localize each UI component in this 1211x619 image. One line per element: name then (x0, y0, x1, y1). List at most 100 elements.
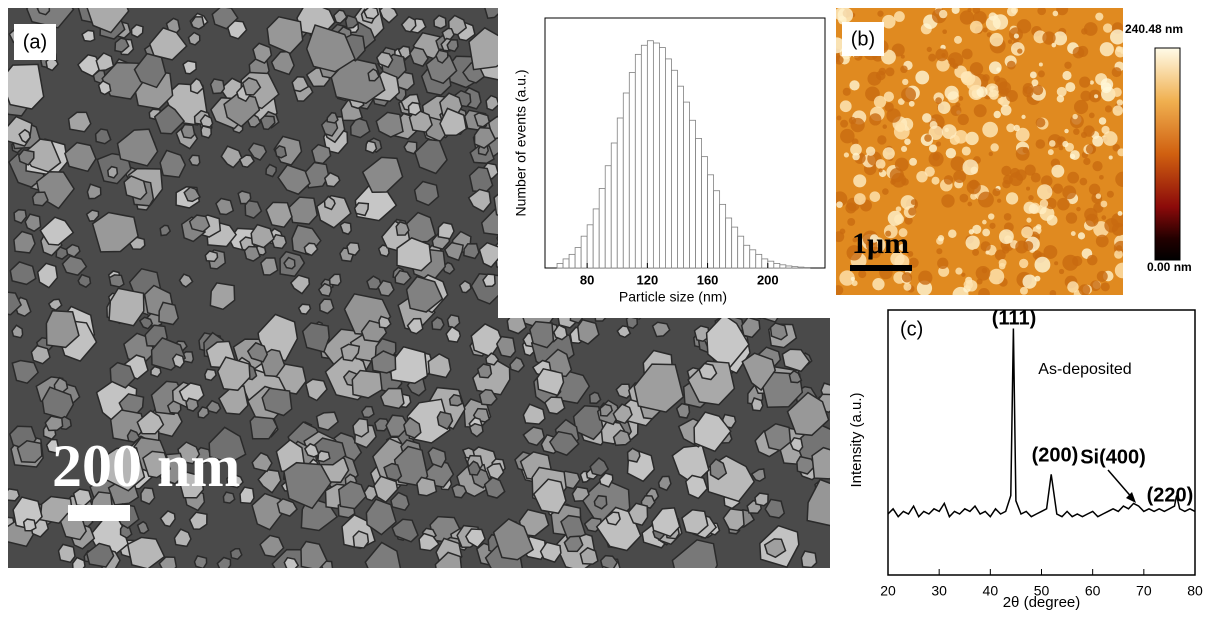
grain (1117, 99, 1123, 105)
grain (942, 124, 957, 139)
grain (982, 122, 998, 138)
grain (1009, 172, 1023, 186)
grain (159, 302, 178, 324)
bar (696, 138, 702, 268)
grain (1116, 245, 1122, 251)
grain (1109, 155, 1113, 159)
colorbar-min: 0.00 nm (1147, 260, 1192, 274)
grain (1115, 172, 1130, 187)
bar (629, 73, 635, 268)
grain (967, 8, 971, 12)
grain (1033, 85, 1043, 95)
grain (989, 61, 1002, 74)
scale-bar (68, 505, 130, 521)
grain (1047, 215, 1058, 226)
grain (1017, 48, 1022, 53)
grain (837, 116, 842, 121)
grain (901, 146, 907, 152)
grain (1097, 271, 1108, 282)
grain (366, 141, 377, 153)
bar (599, 188, 605, 268)
bar (720, 204, 726, 268)
grain (1104, 218, 1119, 233)
grain (1050, 290, 1057, 297)
grain (982, 229, 990, 237)
grain (877, 11, 883, 17)
grain (970, 21, 983, 34)
grain (1096, 193, 1101, 198)
grain (1002, 180, 1010, 188)
grain (990, 143, 998, 151)
grain (1080, 91, 1091, 102)
grain (438, 223, 454, 239)
y-axis-label: Number of events (a.u.) (513, 69, 529, 216)
grain (900, 66, 908, 74)
grain (836, 201, 843, 208)
grain (1036, 139, 1046, 149)
grain (882, 188, 889, 195)
grain (952, 6, 960, 14)
bar (702, 157, 708, 268)
grain (1004, 235, 1012, 243)
x-tick-label: 120 (637, 272, 659, 287)
grain (1038, 70, 1045, 77)
grain (944, 175, 954, 185)
y-axis-label: Intensity (a.u.) (848, 392, 865, 487)
grain (1049, 140, 1056, 147)
grain (205, 251, 217, 261)
grain (869, 113, 881, 125)
grain (978, 288, 990, 300)
grain (936, 141, 941, 146)
grain (1079, 77, 1090, 88)
figure: (a) 200 nm 80120160200Particle size (nm)… (0, 0, 1211, 614)
grain (1004, 213, 1012, 221)
grain (1118, 211, 1123, 216)
grain (1089, 112, 1095, 118)
grain (858, 270, 866, 278)
grain (1026, 187, 1030, 191)
grain (840, 228, 846, 234)
grain (998, 81, 1011, 94)
grain (771, 323, 788, 340)
grain (1062, 255, 1078, 271)
bar (732, 227, 738, 268)
grain (911, 199, 917, 205)
grain (1020, 287, 1028, 295)
x-tick-label: 200 (757, 272, 779, 287)
grain (1072, 114, 1077, 119)
grain (1064, 62, 1071, 69)
grain (1073, 128, 1079, 134)
grain (939, 10, 947, 18)
grain (992, 188, 1000, 196)
grain (1073, 47, 1085, 59)
grain (1067, 172, 1079, 184)
grain (464, 244, 479, 259)
grain (1083, 125, 1094, 136)
bar (780, 265, 786, 268)
grain (1107, 191, 1114, 198)
grain (1115, 47, 1126, 58)
bar (798, 267, 804, 268)
grain (983, 28, 988, 33)
grain (972, 249, 979, 256)
grain (109, 275, 124, 287)
grain (883, 147, 895, 159)
bar (750, 250, 756, 268)
grain (1103, 23, 1112, 32)
grain (812, 448, 843, 479)
grain (990, 33, 1004, 47)
grain (852, 153, 860, 161)
bar (714, 191, 720, 268)
grain (1039, 62, 1043, 66)
grain (909, 101, 915, 107)
grain (877, 135, 886, 144)
grain (211, 79, 225, 94)
grain (1011, 42, 1025, 56)
grain (1040, 199, 1049, 208)
grain (1115, 263, 1131, 279)
grain (854, 193, 866, 205)
grain (852, 280, 858, 286)
grain (1062, 71, 1071, 80)
grain (1053, 11, 1059, 17)
grain (891, 173, 906, 188)
